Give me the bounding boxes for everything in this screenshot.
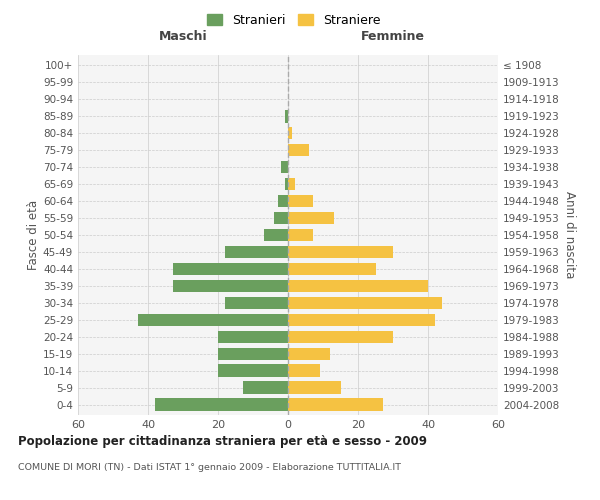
Bar [288, 126, 292, 140]
Y-axis label: Anni di nascita: Anni di nascita [563, 192, 576, 278]
Bar [288, 398, 383, 411]
Bar [263, 228, 288, 241]
Y-axis label: Fasce di età: Fasce di età [27, 200, 40, 270]
Text: Femmine: Femmine [361, 30, 425, 43]
Bar [288, 144, 309, 156]
Bar [288, 212, 334, 224]
Legend: Stranieri, Straniere: Stranieri, Straniere [202, 8, 386, 32]
Bar [288, 296, 442, 310]
Bar [288, 228, 313, 241]
Text: Maschi: Maschi [158, 30, 208, 43]
Bar [288, 178, 295, 190]
Bar [284, 178, 288, 190]
Bar [288, 280, 428, 292]
Bar [288, 348, 330, 360]
Bar [218, 348, 288, 360]
Bar [225, 246, 288, 258]
Bar [137, 314, 288, 326]
Bar [288, 262, 376, 276]
Bar [288, 330, 393, 344]
Bar [288, 194, 313, 207]
Bar [274, 212, 288, 224]
Bar [277, 194, 288, 207]
Bar [155, 398, 288, 411]
Bar [284, 110, 288, 122]
Bar [218, 364, 288, 377]
Bar [173, 262, 288, 276]
Bar [173, 280, 288, 292]
Bar [242, 382, 288, 394]
Bar [218, 330, 288, 344]
Text: COMUNE DI MORI (TN) - Dati ISTAT 1° gennaio 2009 - Elaborazione TUTTITALIA.IT: COMUNE DI MORI (TN) - Dati ISTAT 1° genn… [18, 462, 401, 471]
Bar [288, 246, 393, 258]
Bar [281, 160, 288, 173]
Bar [288, 314, 435, 326]
Text: Popolazione per cittadinanza straniera per età e sesso - 2009: Popolazione per cittadinanza straniera p… [18, 435, 427, 448]
Bar [288, 382, 341, 394]
Bar [288, 364, 320, 377]
Bar [225, 296, 288, 310]
